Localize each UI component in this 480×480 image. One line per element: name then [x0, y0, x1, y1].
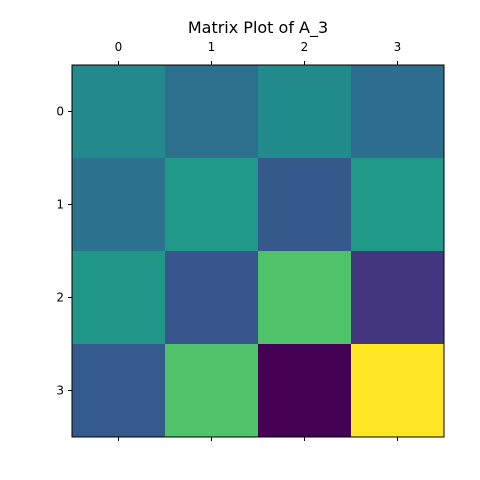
heatmap-cell-2-2 — [258, 251, 352, 345]
heatmap-cell-0-0 — [72, 65, 166, 159]
y-tick-label-3: 3 — [56, 384, 64, 398]
heatmap-cell-0-1 — [165, 65, 259, 159]
heatmap-cells — [72, 65, 445, 438]
y-tick-label-1: 1 — [56, 198, 64, 212]
plot-frame — [71, 64, 445, 438]
heatmap-cell-3-2 — [258, 344, 352, 438]
chart-title: Matrix Plot of A_3 — [188, 18, 328, 38]
heatmap-cell-3-0 — [72, 344, 166, 438]
heatmap-cell-1-0 — [72, 158, 166, 252]
heatmap-cell-2-3 — [351, 251, 445, 345]
x-tick-label-1: 1 — [208, 40, 216, 54]
x-tick-label-3: 3 — [394, 40, 402, 54]
x-tick-label-2: 2 — [301, 40, 309, 54]
heatmap-cell-1-2 — [258, 158, 352, 252]
heatmap-cell-3-3 — [351, 344, 445, 438]
y-tick-label-0: 0 — [56, 105, 64, 119]
heatmap-cell-1-1 — [165, 158, 259, 252]
x-tick-label-0: 0 — [115, 40, 123, 54]
heatmap-cell-0-2 — [258, 65, 352, 159]
heatmap-cell-3-1 — [165, 344, 259, 438]
axis-ticks: 0 1 2 3 0 1 2 3 — [56, 40, 401, 441]
heatmap-cell-1-3 — [351, 158, 445, 252]
y-tick-label-2: 2 — [56, 291, 64, 305]
heatmap-cell-2-0 — [72, 251, 166, 345]
heatmap-cell-0-3 — [351, 65, 445, 159]
heatmap-cell-2-1 — [165, 251, 259, 345]
